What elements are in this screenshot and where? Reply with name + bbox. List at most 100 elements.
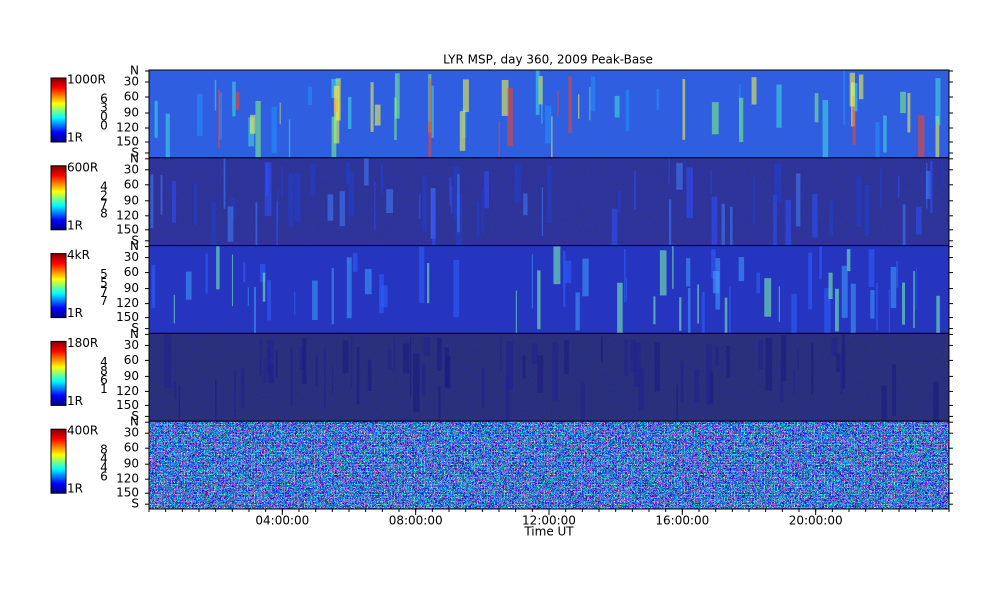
panel-streak [711, 249, 716, 279]
panel-streak [348, 171, 355, 216]
panel-streak [505, 376, 510, 438]
panel-streak [531, 343, 538, 365]
panel-streak [476, 200, 480, 239]
panel-streak [936, 295, 940, 339]
y-tick-label: 150 [116, 486, 139, 500]
panel-streak [891, 364, 897, 416]
y-tick-label: N [130, 415, 139, 429]
panel-streak [829, 199, 834, 236]
panel-streak [481, 367, 485, 408]
panel-streak [214, 79, 217, 111]
panel-streak [672, 245, 674, 289]
panel-streak [379, 274, 384, 314]
panel-streak [255, 100, 261, 161]
panel-streak [523, 193, 528, 216]
panel-streak [564, 260, 572, 283]
panel-streak [888, 289, 890, 350]
panel-streak [697, 284, 700, 324]
panel-streak [197, 94, 203, 136]
colorbar [50, 253, 67, 319]
panel-streak [582, 258, 589, 297]
panel-streak [255, 202, 258, 256]
panel-streak [941, 159, 943, 187]
panel-streak [264, 162, 272, 216]
panel-streak [367, 359, 372, 392]
panel-streak [793, 371, 795, 395]
panel-streak [364, 268, 372, 295]
panel-streak [751, 77, 757, 105]
panel-streak [724, 297, 728, 337]
panel-image [149, 245, 949, 334]
panel-streak [590, 76, 596, 112]
panel-streak [302, 338, 307, 384]
panel-streak [413, 353, 420, 413]
panel-streak [840, 353, 844, 395]
panel-streak [370, 82, 374, 132]
colorbar-max: 180R [67, 336, 98, 350]
panel-streak [773, 194, 777, 246]
panel-streak [294, 292, 296, 316]
panel-streak [797, 349, 800, 370]
panel-streak [902, 204, 906, 252]
panel-streak [307, 86, 313, 106]
panel-streak [211, 202, 216, 262]
panel-streak [617, 282, 623, 337]
y-tick-label: 90 [124, 193, 139, 207]
colorbar-min: 1R [67, 306, 83, 320]
panel-streak [253, 287, 256, 346]
y-tick-label: 30 [124, 250, 139, 264]
panel-streak [679, 297, 682, 331]
y-tick-label: 120 [116, 208, 139, 222]
panel-streak [541, 84, 543, 124]
panel-streak [626, 277, 628, 302]
panel-streak [925, 170, 931, 199]
y-tick-label: 90 [124, 281, 139, 295]
panel-streak [151, 265, 156, 308]
y-tick-label: 60 [124, 353, 139, 367]
channel-digit: 4 [100, 179, 108, 193]
panel-streak [150, 174, 154, 229]
panel-streak [900, 91, 906, 114]
panel-streak [333, 86, 340, 144]
panel-streak [843, 70, 846, 125]
panel-streak [281, 166, 283, 197]
panel-streak [173, 381, 177, 400]
panel-streak [498, 121, 501, 164]
panel-streak [935, 115, 940, 160]
panel-streak [449, 176, 452, 206]
panel-streak [422, 175, 427, 232]
panel-streak [930, 160, 933, 213]
panel-streak [538, 76, 543, 105]
panel-streak [277, 188, 279, 221]
y-tick-label: N [130, 327, 139, 341]
y-tick-label: 120 [116, 472, 139, 486]
panel-streak [824, 288, 831, 340]
panel-streak [913, 271, 915, 328]
panel-streak [547, 165, 552, 224]
panel-streak [450, 185, 453, 214]
panel-streak [668, 158, 670, 185]
channel-digit: 4 [100, 461, 108, 475]
panel-streak [854, 83, 858, 112]
y-tick-label: N [130, 239, 139, 253]
panel-streak [624, 339, 629, 377]
panel-streak [263, 359, 266, 384]
panel-streak [219, 92, 222, 140]
panel-streak [881, 385, 887, 427]
panel-streak [791, 294, 797, 354]
panel-streak [339, 191, 345, 227]
panel-streak [259, 339, 262, 376]
panel-streak [926, 162, 928, 209]
panel-streak [841, 334, 846, 389]
x-axis-label: Time UT [523, 525, 574, 539]
panel-streak [541, 187, 544, 237]
panel-streak [739, 97, 744, 143]
panel-streak [764, 278, 772, 317]
panel-streak [288, 173, 294, 226]
panel-streak [653, 296, 656, 325]
panel-streak [552, 342, 559, 401]
panel-streak [617, 191, 621, 213]
panel-streak [437, 337, 442, 371]
